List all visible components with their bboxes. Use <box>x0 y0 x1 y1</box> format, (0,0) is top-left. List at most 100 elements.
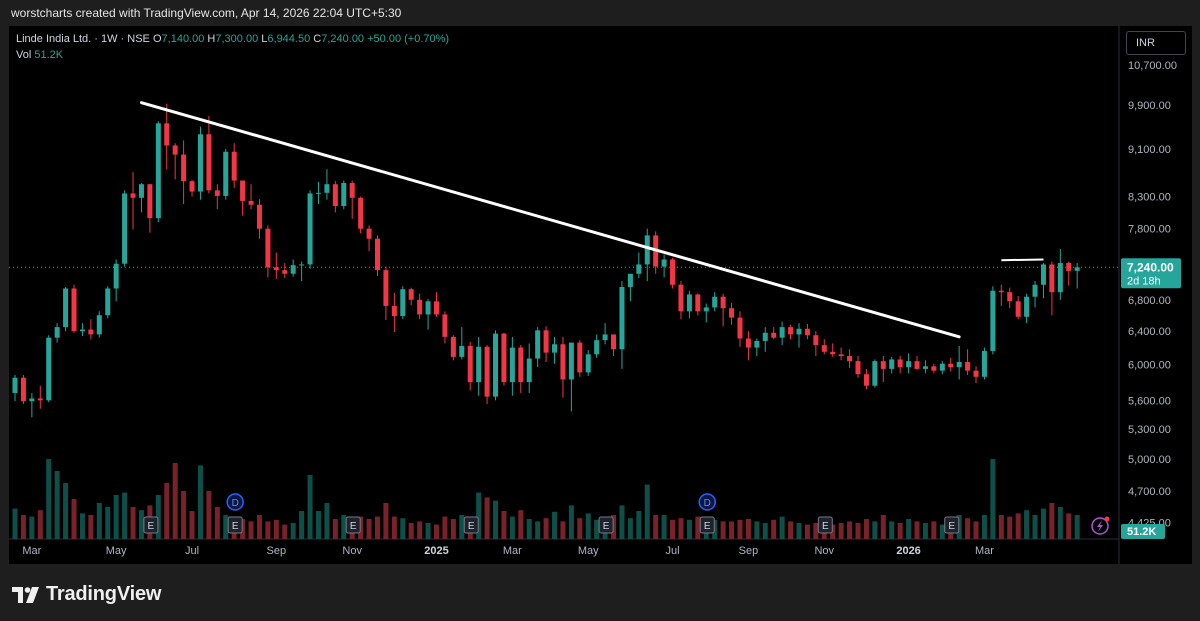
candle <box>147 184 153 233</box>
candle <box>931 363 937 374</box>
time-axis[interactable]: Mar May Jul Sep Nov 2025 Mar May Jul Sep Nov 2026 Ma… <box>22 545 994 557</box>
last-volume-tag-bg <box>1121 524 1165 539</box>
volume-bar <box>788 521 794 539</box>
volume-bar <box>12 508 18 539</box>
volume-bar <box>577 518 583 539</box>
candle <box>155 121 161 223</box>
candle <box>256 199 262 239</box>
candle <box>425 299 431 330</box>
candle-body <box>349 182 355 198</box>
volume-bar <box>282 524 288 539</box>
earnings-marker: E <box>227 516 243 534</box>
volume-bar <box>366 519 372 539</box>
close-value: 7,240.00 <box>321 33 365 45</box>
candle <box>729 302 735 325</box>
time-tick-label: Mar <box>22 545 41 557</box>
candle-body <box>872 361 878 386</box>
candle-body <box>594 340 600 355</box>
candle-body <box>796 328 802 335</box>
volume-bar <box>560 521 566 539</box>
candle <box>1007 287 1013 309</box>
open-label: O <box>152 33 162 45</box>
candle-body <box>973 370 979 377</box>
volume-label[interactable]: Vol <box>16 49 32 61</box>
candle-body <box>88 329 94 335</box>
candle-body <box>956 361 962 368</box>
volume-bar <box>256 515 262 539</box>
screenshot-caption: worstcharts created with TradingView.com… <box>11 6 402 20</box>
candle <box>914 356 920 370</box>
volume-bar <box>425 523 431 539</box>
volume-layer <box>12 459 1080 539</box>
candle <box>526 343 532 393</box>
symbol-legend: Linde India Ltd. · 1W · NSE O7,140.00 H7… <box>16 33 449 45</box>
volume-bar <box>341 515 347 539</box>
time-tick-label: May <box>578 545 599 557</box>
candle-body <box>476 346 482 383</box>
candle-body <box>543 330 549 353</box>
volume-bar <box>476 492 482 539</box>
candle <box>821 339 827 355</box>
candle <box>1066 261 1072 286</box>
candle <box>703 303 709 323</box>
volume-bar <box>417 521 423 539</box>
volume-bar <box>998 515 1004 539</box>
currency-button[interactable]: INR <box>1126 31 1186 55</box>
high-value: 7,300.00 <box>215 33 259 45</box>
volume-bar <box>1007 516 1013 539</box>
candle <box>96 311 102 338</box>
earnings-marker-letter: E <box>822 521 829 532</box>
candle-body <box>922 366 928 369</box>
candle-body <box>1015 301 1021 317</box>
volume-bar <box>965 518 971 539</box>
candle <box>315 181 321 205</box>
candle-body <box>981 350 987 377</box>
candle <box>20 375 26 405</box>
candle <box>771 327 777 340</box>
earnings-marker: E <box>463 516 479 534</box>
candle <box>299 261 305 282</box>
candle-body <box>147 184 153 219</box>
change-value: +50.00 (+0.70%) <box>367 33 450 45</box>
dividend-marker: D <box>226 493 244 511</box>
symbol-title[interactable]: Linde India Ltd. · 1W · NSE <box>16 33 150 45</box>
candle <box>374 235 380 276</box>
volume-bar <box>493 500 499 539</box>
candle-body <box>813 335 819 346</box>
candle <box>366 225 372 252</box>
volume-bar <box>1066 513 1072 539</box>
candle <box>164 103 170 170</box>
volume-bar <box>922 523 928 539</box>
volume-bar <box>906 519 912 539</box>
candle <box>273 252 279 279</box>
volume-bar <box>122 492 128 539</box>
price-axis[interactable]: 10,700.00 9,900.00 9,100.00 8,300.00 7,800.0… <box>1091 60 1181 539</box>
candle-body <box>256 204 262 229</box>
volume-legend: Vol 51.2K <box>16 49 63 61</box>
candle-layer <box>12 103 1080 418</box>
volume-bar <box>1057 507 1063 539</box>
candle <box>695 293 701 316</box>
candle-body <box>602 334 608 341</box>
candle <box>265 225 271 278</box>
resistance-line <box>1001 258 1044 262</box>
candle-body <box>830 351 836 355</box>
price-tick-label: 6,000.00 <box>1128 360 1171 372</box>
candle-body <box>366 228 372 239</box>
events-layer[interactable]: E E D E E E E D E E <box>143 493 960 534</box>
candle <box>889 356 895 374</box>
candle-body <box>79 329 85 332</box>
volume-bar <box>585 513 591 539</box>
price-chart[interactable]: E E D E E E E D E E 10,700.00 9,900.00 9,100.00 8,30… <box>9 26 1192 564</box>
candle <box>383 266 389 320</box>
candle-body <box>197 134 203 192</box>
candle <box>863 368 869 390</box>
drawing-layer[interactable] <box>9 101 1119 339</box>
volume-bar <box>434 524 439 539</box>
candle <box>906 353 912 374</box>
earnings-marker-box <box>227 516 243 534</box>
candle-body <box>644 235 650 265</box>
price-tick-label: 4,700.00 <box>1128 486 1171 498</box>
volume-bar <box>939 524 945 539</box>
